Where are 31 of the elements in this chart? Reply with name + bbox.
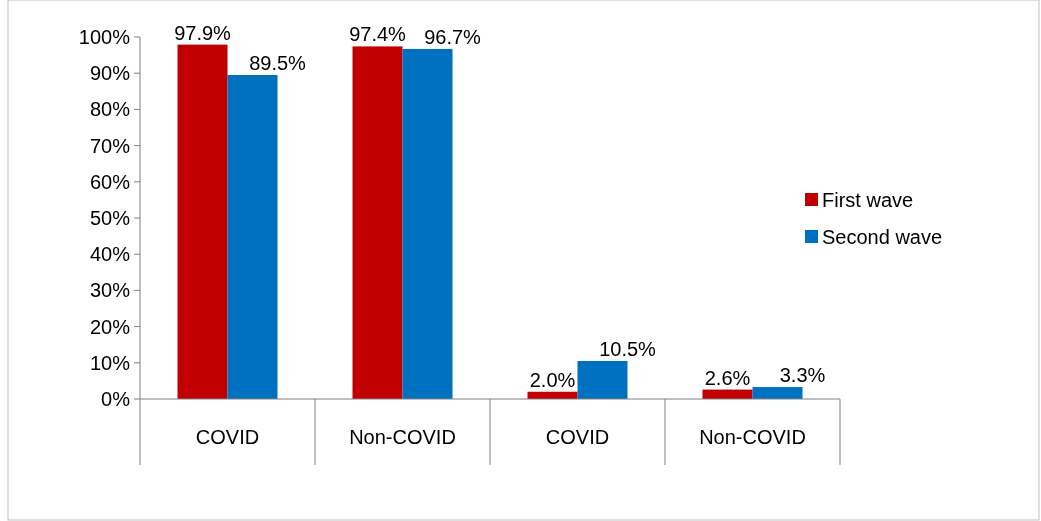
x-tick-label: COVID [195, 426, 260, 448]
data-label: 96.7% [424, 25, 482, 48]
y-tick-label: 60% [89, 170, 131, 193]
data-label: 2.6% [704, 366, 751, 389]
data-label: 10.5% [599, 337, 657, 360]
bar [227, 75, 278, 399]
bar [352, 46, 403, 399]
y-tick-label: 100% [78, 26, 131, 48]
y-tick-label: 80% [89, 98, 131, 121]
data-label: 3.3% [779, 364, 826, 387]
legend-label: First wave [822, 189, 914, 211]
data-label: 97.9% [174, 21, 232, 44]
bar [577, 360, 628, 399]
y-tick-label: 10% [89, 351, 131, 374]
data-label: 89.5% [249, 52, 307, 75]
y-tick-label: 0% [101, 388, 131, 410]
data-label: 97.4% [349, 23, 407, 46]
y-tick-label: 30% [89, 279, 131, 302]
bar [752, 387, 803, 399]
x-tick-label: Non-COVID [699, 426, 806, 448]
y-tick-label: 90% [89, 62, 131, 85]
y-tick-label: 40% [89, 243, 131, 266]
bar [177, 44, 228, 399]
legend-label: Second wave [822, 226, 943, 248]
data-label: 2.0% [529, 368, 576, 391]
x-tick-label: Non-COVID [349, 426, 456, 448]
y-tick-label: 20% [89, 315, 131, 338]
y-tick-label: 70% [89, 134, 131, 157]
y-tick-label: 50% [89, 207, 131, 229]
x-tick-label: COVID [545, 426, 610, 448]
bar [402, 48, 453, 399]
